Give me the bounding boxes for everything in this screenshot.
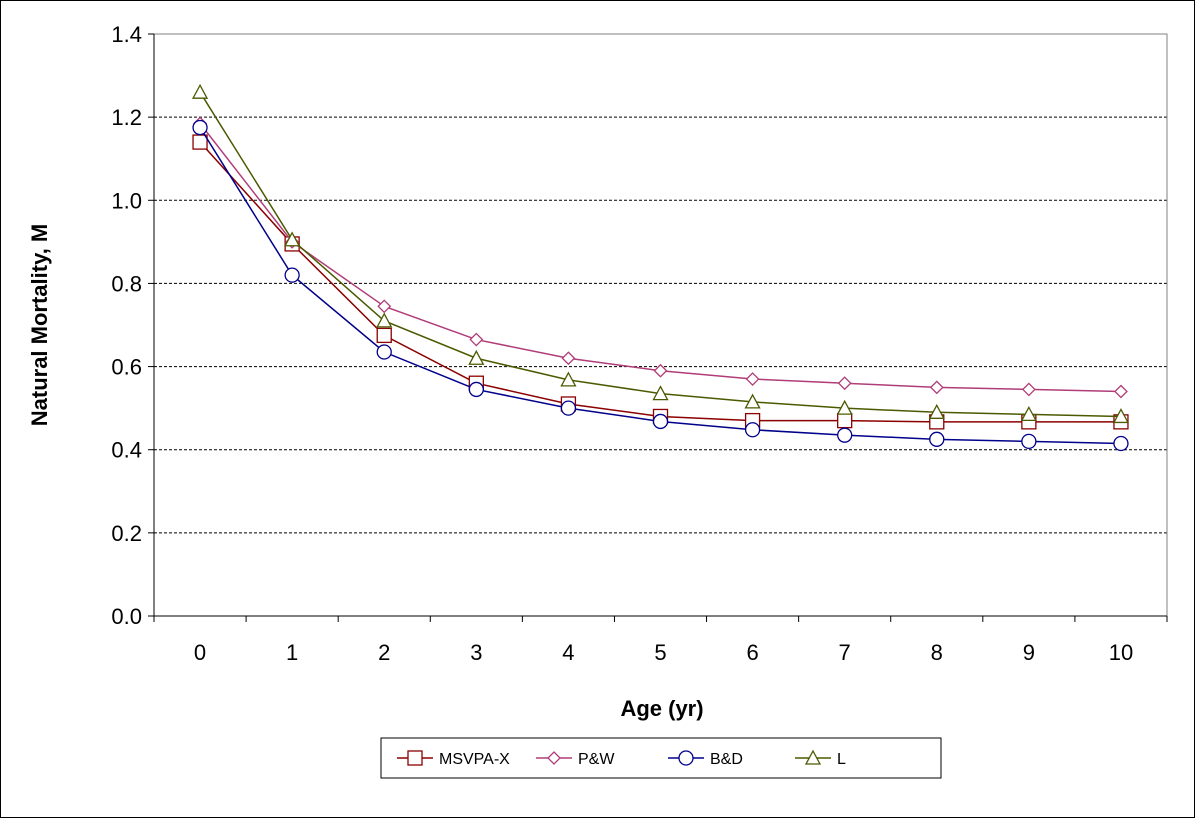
x-tick-label: 8	[931, 640, 943, 665]
data-point	[929, 380, 944, 395]
legend-label: L	[837, 751, 846, 768]
data-point	[192, 134, 208, 150]
data-point	[837, 427, 853, 443]
legend-item: MSVPA-X	[397, 750, 510, 768]
legend-label: B&D	[710, 751, 743, 768]
x-tick-label: 4	[562, 640, 574, 665]
data-point	[652, 413, 669, 430]
series-1	[193, 116, 1128, 399]
data-point	[377, 299, 392, 314]
y-tick-label: 1.4	[111, 22, 142, 47]
series-3	[191, 83, 1130, 424]
series-2	[192, 119, 1129, 452]
y-tick-label: 0.0	[111, 604, 142, 629]
y-tick-label: 1.2	[111, 105, 142, 130]
data-point	[469, 332, 484, 347]
data-point	[1021, 433, 1037, 450]
data-point	[1021, 382, 1036, 397]
data-point	[192, 119, 208, 136]
legend-box	[380, 737, 942, 779]
data-point	[191, 83, 209, 99]
data-point	[560, 371, 577, 387]
data-point	[745, 372, 760, 386]
legend-items: MSVPA-X P&W B&D L	[397, 749, 846, 768]
data-point	[652, 385, 669, 401]
data-point	[744, 393, 761, 409]
data-point	[284, 231, 301, 247]
legend: MSVPA-X P&W B&D L	[380, 737, 942, 779]
x-tick-label: 5	[654, 640, 666, 665]
x-tick-label: 2	[378, 640, 390, 665]
x-axis-title: Age (yr)	[620, 696, 703, 721]
data-point	[837, 412, 853, 429]
x-tick-label: 1	[286, 640, 298, 665]
legend-label: MSVPA-X	[439, 751, 510, 768]
x-tick-label: 0	[194, 640, 206, 665]
legend-marker	[804, 749, 822, 765]
x-tick-label: 10	[1109, 640, 1133, 665]
y-tick-label: 0.6	[111, 355, 142, 380]
data-point	[744, 422, 761, 438]
data-point	[1114, 384, 1128, 399]
data-point	[1112, 408, 1130, 424]
legend-label: P&W	[578, 751, 615, 768]
data-point	[837, 376, 852, 391]
data-point	[468, 381, 484, 398]
legend-marker	[678, 750, 694, 766]
y-tick-label: 0.4	[111, 438, 142, 463]
data-point	[1020, 406, 1037, 422]
data-point	[836, 399, 853, 415]
data-point	[561, 351, 576, 366]
y-axis-title: Natural Mortality, M	[27, 224, 52, 427]
legend-item: B&D	[668, 750, 743, 768]
y-tick-label: 1.0	[111, 188, 142, 213]
axes: 0.0 0.2 0.4 0.6 0.8 1.0 1.2 1.4 0 1 2 3 4 5 6 7 8 9 10	[111, 22, 1168, 665]
data-point	[653, 363, 668, 378]
legend-item: L	[795, 749, 846, 768]
data-point	[376, 344, 392, 360]
series-group	[191, 83, 1130, 452]
x-tick-label: 6	[746, 640, 758, 665]
x-tick-label: 9	[1023, 640, 1035, 665]
data-point	[1113, 435, 1129, 452]
legend-marker	[407, 750, 423, 766]
data-point	[560, 400, 577, 416]
data-point	[468, 349, 485, 365]
data-point	[376, 312, 393, 328]
y-tick-label: 0.8	[111, 271, 142, 296]
data-point	[284, 267, 300, 283]
y-tick-label: 0.2	[111, 521, 142, 546]
x-tick-label: 3	[470, 640, 482, 665]
data-point	[929, 431, 945, 447]
x-tick-label: 7	[839, 640, 851, 665]
data-point	[376, 327, 392, 344]
legend-item: P&W	[536, 751, 615, 768]
data-point	[928, 403, 945, 419]
legend-marker	[547, 751, 561, 765]
